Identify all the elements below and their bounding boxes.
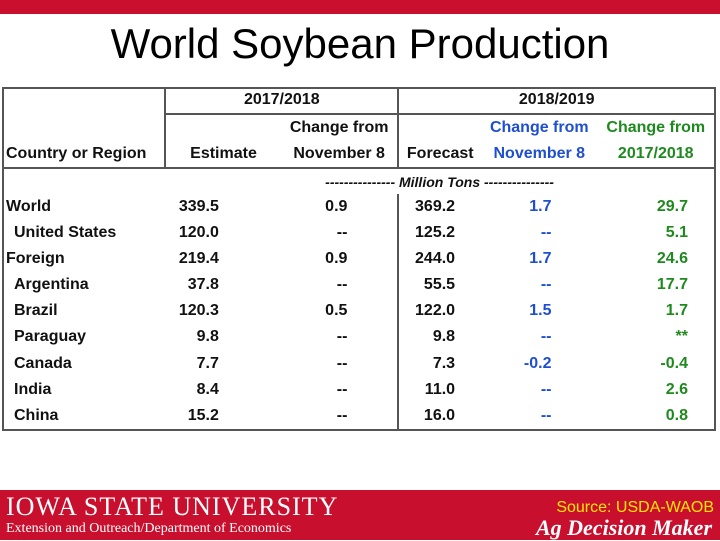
estimate-cell: 15.2 — [187, 406, 219, 424]
change-nov-a-cell: -- — [280, 402, 400, 429]
forecast-cell: 244.0 — [415, 249, 456, 267]
forecast-cell: 7.3 — [432, 354, 456, 372]
change-prev-cell: 1.7 — [665, 302, 688, 320]
table-row: Argentina 37.8 -- 55.5 -- 17.7 — [2, 272, 714, 299]
estimate-cell: 8.4 — [196, 380, 219, 398]
estimate-cell: 37.8 — [187, 276, 219, 294]
change-prev-cell: 24.6 — [656, 249, 688, 267]
units-label: --------------- Million Tons -----------… — [165, 167, 714, 194]
region-cell: India — [14, 380, 52, 398]
region-cell: Argentina — [14, 276, 89, 294]
change-nov-a-cell: -- — [280, 324, 400, 351]
forecast-cell: 55.5 — [423, 276, 456, 294]
change-nov-b-cell: 1.7 — [529, 249, 552, 267]
change-prev-cell: 0.8 — [665, 406, 688, 424]
estimate-cell: 219.4 — [178, 249, 219, 267]
table-row: China 15.2 -- 16.0 -- 0.8 — [2, 402, 714, 429]
top-accent-bar — [0, 0, 720, 14]
table-row: Brazil 120.3 0.5 122.0 1.5 1.7 — [2, 298, 714, 325]
region-cell: China — [14, 406, 59, 424]
forecast-cell: 122.0 — [415, 302, 456, 320]
header-estimate: Estimate — [190, 145, 257, 163]
header-change-prev-top: Change from — [606, 119, 706, 137]
table-row: World 339.5 0.9 369.2 1.7 29.7 — [2, 193, 714, 220]
header-region: Country or Region — [2, 141, 167, 169]
region-cell: Foreign — [6, 249, 65, 267]
change-prev-cell: ** — [675, 328, 688, 346]
estimate-cell: 339.5 — [178, 197, 219, 215]
footer-bar — [0, 490, 720, 540]
change-nov-b-cell: -- — [540, 328, 552, 346]
change-nov-a-cell: -- — [280, 219, 400, 246]
change-nov-b-cell: 1.5 — [529, 302, 552, 320]
forecast-cell: 369.2 — [415, 197, 456, 215]
change-prev-cell: 5.1 — [665, 223, 688, 241]
header-blank-4 — [398, 114, 481, 141]
soybean-production-table: 2017/2018 2018/2019 Change from Change f… — [2, 87, 714, 429]
change-prev-cell: 2.6 — [665, 380, 688, 398]
source-text: Source: USDA-WAOB — [556, 499, 714, 516]
header-change-nov-b-top: Change from — [489, 119, 589, 137]
table-row: India 8.4 -- 11.0 -- 2.6 — [2, 376, 714, 403]
header-blank — [2, 87, 167, 115]
estimate-cell: 120.3 — [178, 302, 219, 320]
header-blank-3 — [165, 114, 281, 141]
change-nov-a-cell: 0.9 — [280, 193, 400, 220]
change-nov-a-cell: -- — [280, 272, 400, 299]
university-logo-text: IOWA STATE UNIVERSITY — [6, 492, 339, 521]
region-cell: Brazil — [14, 302, 58, 320]
forecast-cell: 16.0 — [423, 406, 456, 424]
units-blank — [2, 167, 166, 194]
estimate-cell: 7.7 — [196, 354, 219, 372]
change-nov-b-cell: 1.7 — [529, 197, 552, 215]
table-row: Foreign 219.4 0.9 244.0 1.7 24.6 — [2, 245, 714, 273]
change-prev-cell: -0.4 — [660, 354, 688, 372]
region-cell: Canada — [14, 354, 72, 372]
header-change-nov-b-bottom: November 8 — [493, 145, 586, 163]
header-change-nov-a-bottom: November 8 — [280, 141, 400, 169]
header-change-prev-bottom: 2017/2018 — [617, 145, 694, 163]
change-nov-a-cell: 0.5 — [280, 298, 400, 325]
forecast-cell: 11.0 — [424, 380, 456, 398]
change-nov-b-cell: -0.2 — [523, 354, 552, 372]
header-forecast: Forecast — [406, 145, 474, 163]
table-row: United States 120.0 -- 125.2 -- 5.1 — [2, 219, 714, 246]
forecast-cell: 9.8 — [432, 328, 456, 346]
region-cell: United States — [14, 223, 117, 241]
forecast-cell: 125.2 — [415, 223, 456, 241]
change-nov-a-cell: -- — [280, 376, 400, 403]
change-nov-b-cell: -- — [540, 380, 552, 398]
change-nov-b-cell: -- — [540, 223, 552, 241]
change-prev-cell: 17.7 — [656, 276, 688, 294]
header-change-nov-a-top: Change from — [280, 114, 400, 142]
region-cell: World — [6, 197, 52, 215]
region-cell: Paraguay — [14, 328, 87, 346]
header-year-2017: 2017/2018 — [165, 87, 400, 116]
change-nov-b-cell: -- — [540, 276, 552, 294]
table-row: Canada 7.7 -- 7.3 -0.2 -0.4 — [2, 350, 714, 377]
header-year-2018: 2018/2019 — [398, 87, 714, 116]
slide-title: World Soybean Production — [110, 20, 610, 67]
change-prev-cell: 29.7 — [656, 197, 688, 215]
department-text: Extension and Outreach/Department of Eco… — [6, 521, 292, 536]
table-row: Paraguay 9.8 -- 9.8 -- ** — [2, 324, 714, 351]
estimate-cell: 9.8 — [196, 328, 219, 346]
change-nov-b-cell: -- — [540, 406, 552, 424]
change-nov-a-cell: -- — [280, 350, 400, 377]
change-nov-a-cell: 0.9 — [280, 245, 400, 273]
estimate-cell: 120.0 — [178, 223, 219, 241]
header-blank-2 — [2, 114, 167, 142]
brand-text: Ag Decision Maker — [536, 515, 712, 540]
